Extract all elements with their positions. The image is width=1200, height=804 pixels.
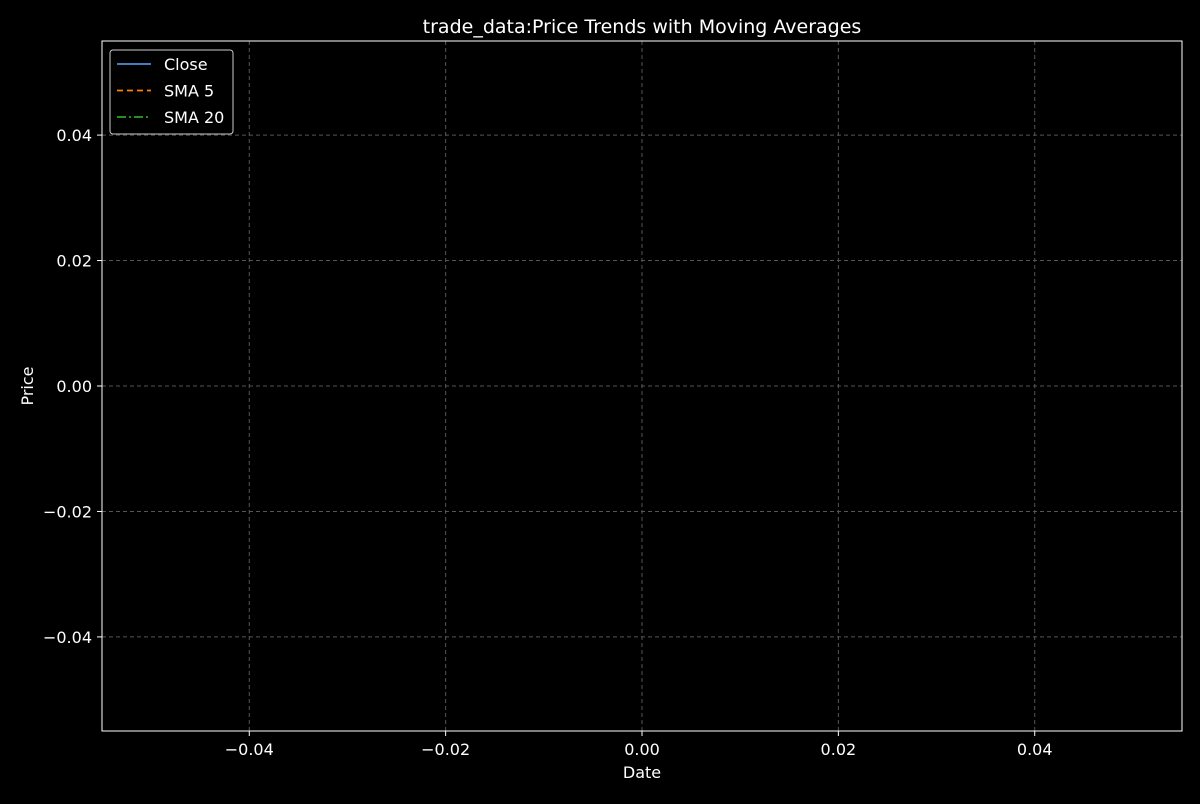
- y-tick-label: 0.02: [56, 252, 92, 271]
- x-axis-ticks: −0.04 −0.02 0.00 0.02 0.04: [225, 731, 1053, 759]
- y-tick-label: −0.02: [43, 502, 92, 521]
- legend: Close SMA 5 SMA 20: [109, 49, 234, 135]
- chart-title: trade_data:Price Trends with Moving Aver…: [423, 16, 862, 38]
- legend-label-sma-20: SMA 20: [164, 108, 224, 127]
- legend-box: [109, 49, 234, 135]
- y-tick-label: 0.00: [56, 377, 92, 396]
- y-tick-label: −0.04: [43, 628, 92, 647]
- legend-label-close: Close: [164, 55, 208, 74]
- x-axis-label: Date: [623, 763, 661, 782]
- grid-lines: [102, 41, 1182, 731]
- x-tick-label: 0.00: [624, 740, 660, 759]
- x-tick-label: 0.02: [821, 740, 857, 759]
- y-tick-label: 0.04: [56, 126, 92, 145]
- x-tick-label: −0.02: [421, 740, 470, 759]
- legend-label-sma-5: SMA 5: [164, 82, 214, 101]
- x-tick-label: −0.04: [225, 740, 274, 759]
- y-axis-ticks: −0.04 −0.02 0.00 0.02 0.04: [43, 126, 102, 647]
- y-axis-label: Price: [18, 366, 37, 405]
- x-tick-label: 0.04: [1017, 740, 1053, 759]
